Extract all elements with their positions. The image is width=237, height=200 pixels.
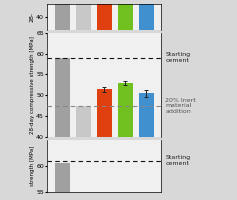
Text: Starting
cement: Starting cement [165,155,191,166]
Bar [76,0,91,30]
Bar [97,89,112,200]
Bar [139,93,154,200]
Bar [118,83,133,200]
Bar [118,0,133,30]
Text: Starting
cement: Starting cement [165,52,191,63]
Bar [139,0,154,30]
Y-axis label: 28-: 28- [30,12,35,22]
Bar [97,0,112,30]
Bar [55,0,69,30]
Y-axis label: 28-day compressive strength [MPa]: 28-day compressive strength [MPa] [30,36,35,134]
Y-axis label: strength [MPa]: strength [MPa] [30,146,35,186]
Bar [55,163,69,200]
Text: 20% Inert
material
addition: 20% Inert material addition [165,98,196,114]
Bar [55,58,69,200]
Bar [76,106,91,200]
